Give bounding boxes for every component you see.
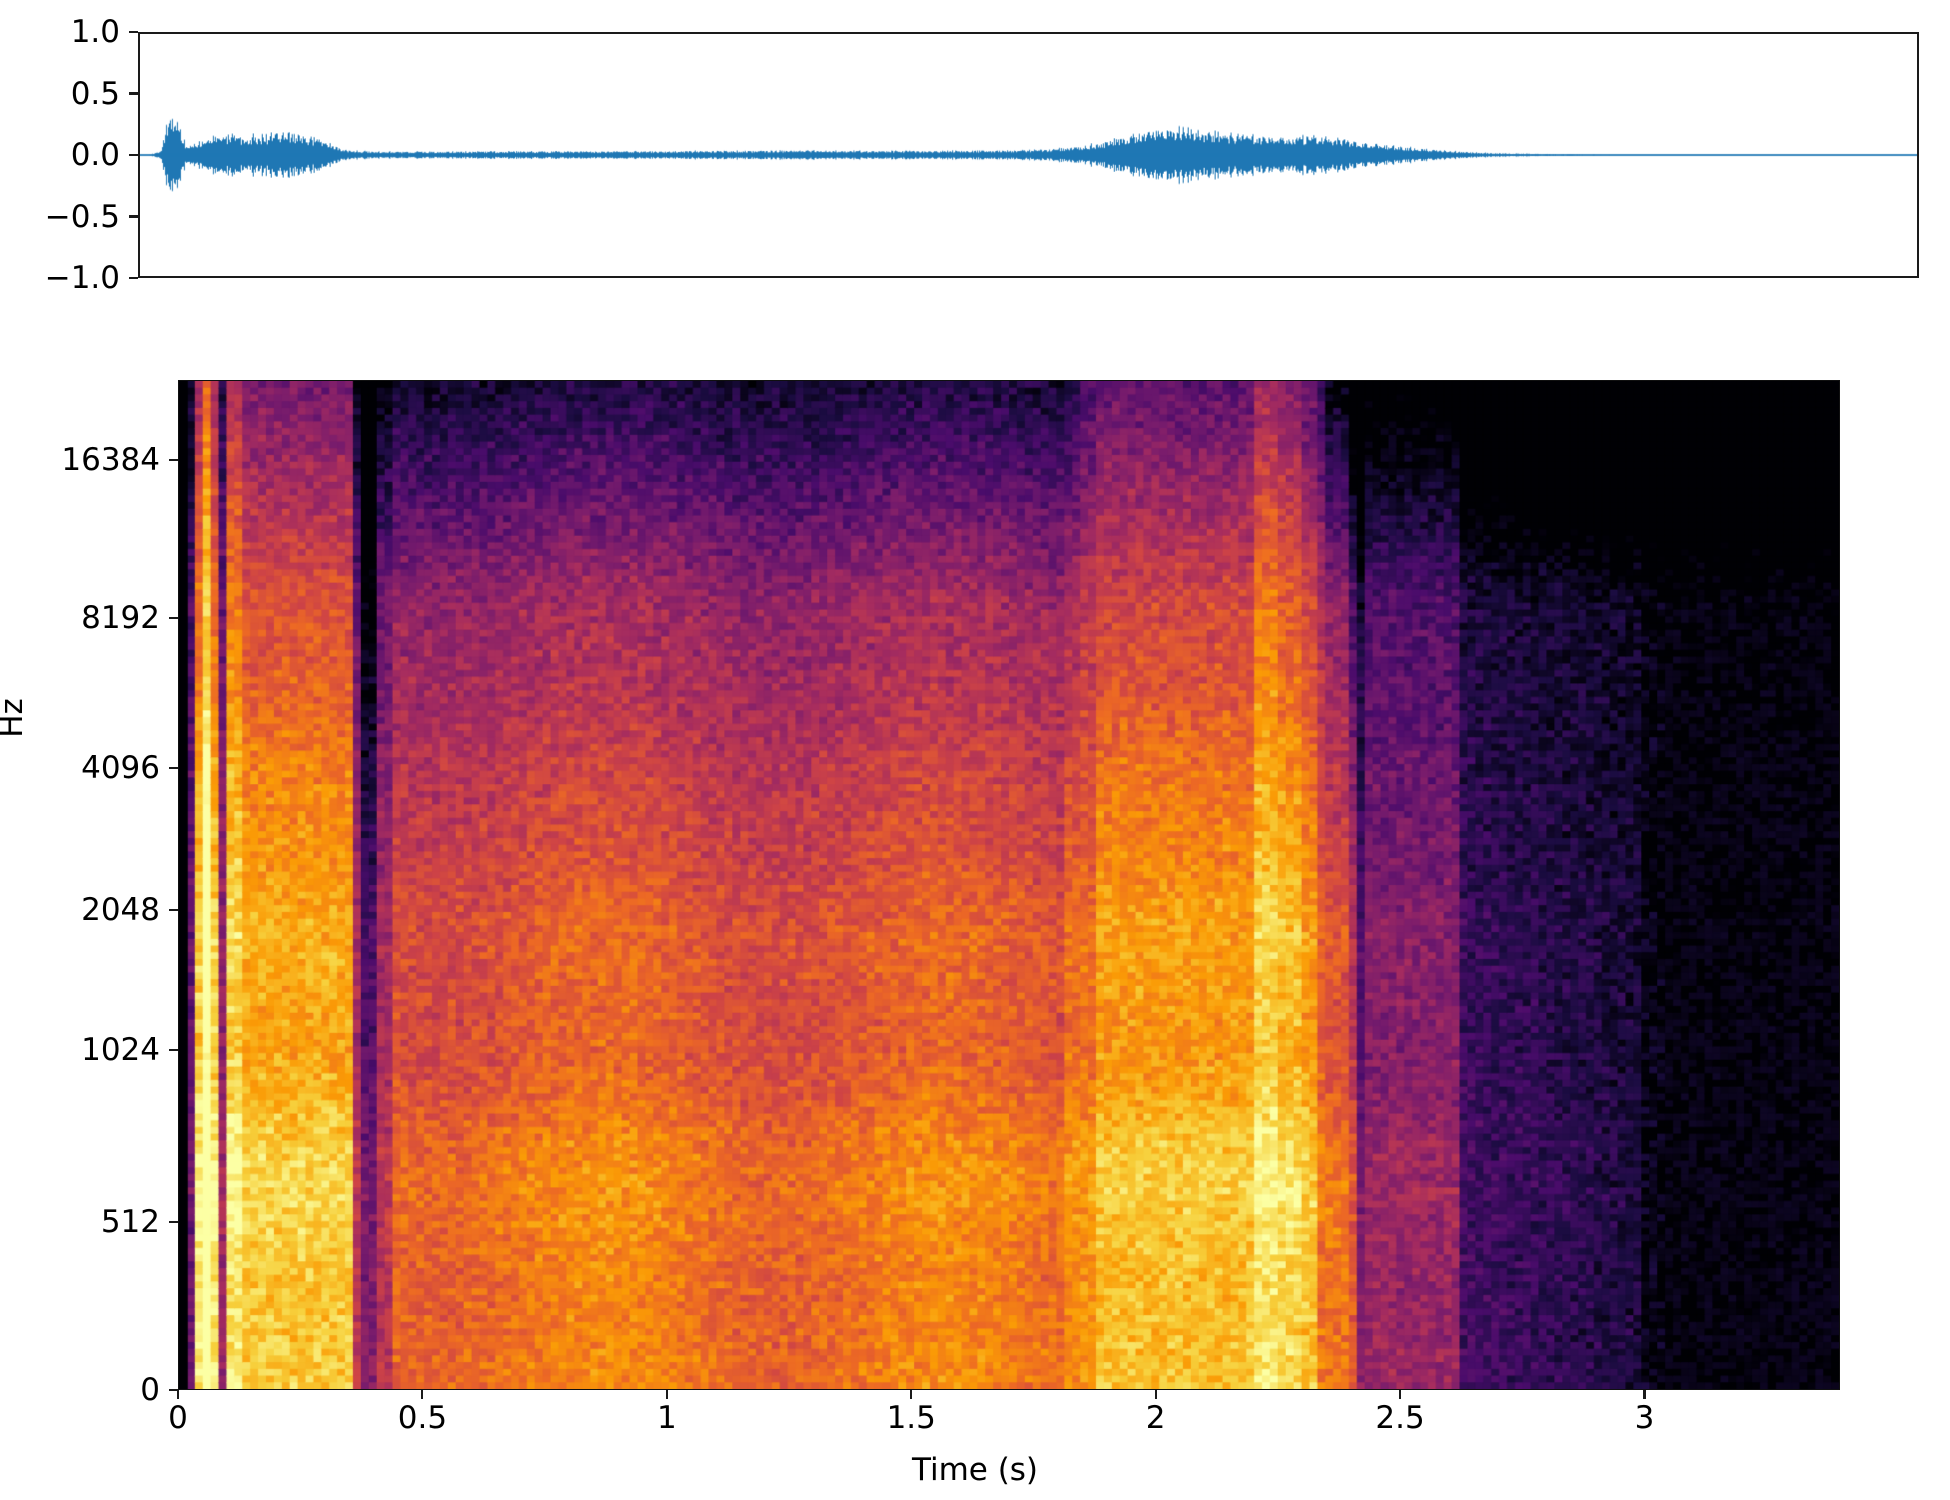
waveform-ytick-label: 0.0 <box>70 137 120 173</box>
spectrogram-ytick-label: 8192 <box>81 600 160 636</box>
waveform-plot-area <box>138 32 1919 278</box>
spectrogram-ylabel: Hz <box>0 698 30 738</box>
spectrogram-xtick-mark <box>421 1390 424 1399</box>
waveform-ytick-label: −1.0 <box>44 260 120 296</box>
spectrogram-xtick-label: 2 <box>1145 1400 1166 1436</box>
spectrogram-ytick-mark <box>169 458 178 462</box>
spectrogram-ytick-mark <box>169 766 178 770</box>
spectrogram-xtick-label: 3 <box>1634 1400 1655 1436</box>
waveform-ytick-mark <box>129 153 138 157</box>
spectrogram-ytick-mark <box>169 908 178 912</box>
spectrogram-xtick-label: 0.5 <box>397 1400 448 1436</box>
spectrogram-ytick-mark <box>169 616 178 620</box>
waveform-ytick-mark <box>129 276 138 280</box>
spectrogram-xtick-mark <box>910 1390 913 1399</box>
waveform-ytick-mark <box>129 30 138 34</box>
waveform-ytick-mark <box>129 92 138 95</box>
spectrogram-ytick-mark <box>169 1388 178 1392</box>
waveform-ytick-mark <box>129 215 138 218</box>
spectrogram-ytick-mark <box>169 1048 178 1052</box>
spectrogram-xtick-label: 1 <box>656 1400 677 1436</box>
waveform-ytick-label: 0.5 <box>70 75 120 112</box>
spectrogram-xtick-label: 2.5 <box>1375 1400 1425 1436</box>
spectrogram-xtick-mark <box>1643 1390 1646 1399</box>
waveform-ytick-label: 1.0 <box>70 14 120 50</box>
spectrogram-ytick-label: 2048 <box>81 892 160 928</box>
spectrogram-xtick-mark <box>176 1390 180 1399</box>
waveform-canvas <box>140 34 1917 276</box>
waveform-ytick-label: −0.5 <box>44 198 120 235</box>
spectrogram-plot-area <box>178 380 1840 1390</box>
spectrogram-ytick-label: 512 <box>100 1204 160 1240</box>
spectrogram-xtick-label: 0 <box>168 1400 188 1436</box>
spectrogram-xlabel: Time (s) <box>911 1452 1039 1488</box>
spectrogram-ytick-label: 4096 <box>81 750 160 786</box>
spectrogram-xtick-mark <box>665 1390 668 1399</box>
spectrogram-xtick-label: 1.5 <box>886 1400 936 1436</box>
spectrogram-ytick-label: 1024 <box>81 1032 160 1068</box>
spectrogram-canvas <box>179 381 1839 1389</box>
spectrogram-ytick-mark <box>169 1220 178 1224</box>
spectrogram-xtick-mark <box>1398 1390 1402 1399</box>
spectrogram-ytick-label: 0 <box>140 1372 160 1408</box>
spectrogram-ytick-label: 16384 <box>61 442 160 478</box>
spectrogram-xtick-mark <box>1154 1390 1157 1399</box>
